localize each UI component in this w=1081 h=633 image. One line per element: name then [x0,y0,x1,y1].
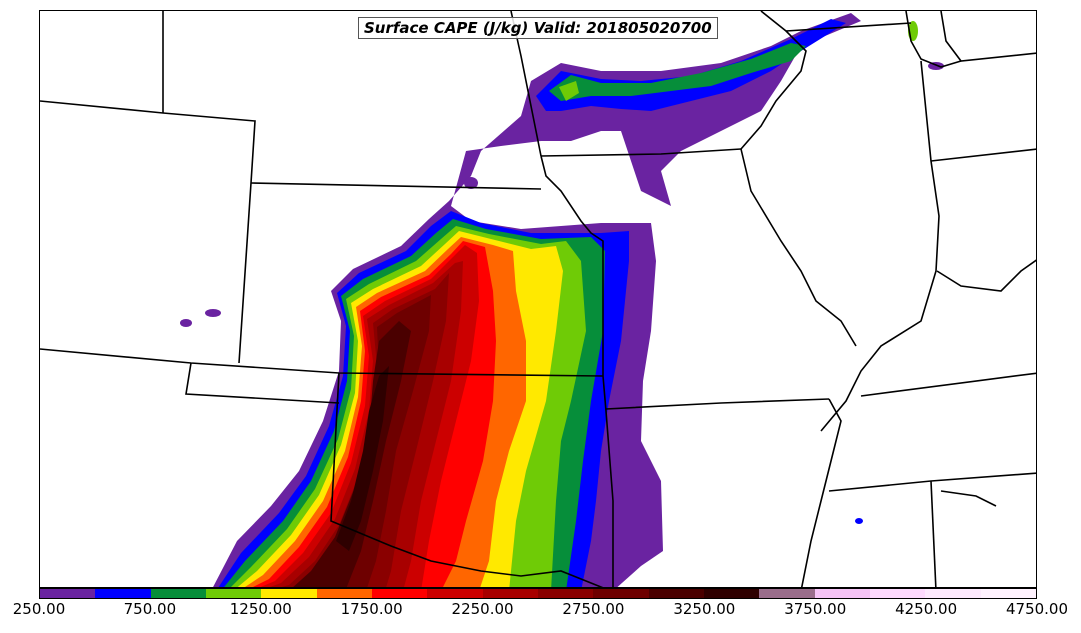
state-line [820,60,940,432]
state-line [930,148,1036,162]
colorbar-segment [925,589,981,598]
colorbar-tick-labels: 250.00 750.00 1250.00 1750.00 2250.00 2750.00… [0,600,1081,624]
colorbar-tick-label: 750.00 [123,600,177,618]
colorbar-segment [427,589,483,598]
cape-patch [855,518,863,524]
colorbar-segment [593,589,649,598]
colorbar-segment [482,589,538,598]
cape-patch [464,177,478,189]
colorbar-segment [40,589,96,598]
cape-fill-layer [180,13,944,587]
colorbar-segment [703,589,760,598]
colorbar-segment [371,589,428,598]
colorbar-segment [261,589,317,598]
state-line [740,148,857,347]
state-line [940,490,997,507]
colorbar-tick-label: 3250.00 [673,600,736,618]
colorbar-tick-label: 2250.00 [451,600,514,618]
cape-north-lightgreen [559,81,579,101]
state-line [540,155,604,376]
colorbar-segment [537,589,594,598]
cape-contour-3250 [336,366,389,551]
state-line [785,22,912,32]
state-line [330,372,604,587]
state-line [860,372,1036,397]
state-line [40,348,604,377]
colorbar-segment [150,589,206,598]
colorbar-tick-label: 2750.00 [562,600,625,618]
colorbar-segment [980,589,1036,598]
colorbar-segment [759,589,815,598]
colorbar-segment [869,589,926,598]
state-line [250,182,542,190]
cape-north-green [549,43,806,101]
state-line [605,398,830,410]
state-line [540,148,742,157]
cape-patch [205,309,221,317]
colorbar-tick-label: 4750.00 [1005,600,1069,618]
state-line [936,259,1036,292]
colorbar [39,588,1037,599]
map-panel: Surface CAPE (J/kg) Valid: 201805020700 [39,10,1037,588]
colorbar-segment [814,589,870,598]
colorbar-tick-label: 250.00 [12,600,66,618]
state-line [185,362,340,404]
state-line [602,375,614,587]
colorbar-segment [316,589,372,598]
state-line [828,472,1036,492]
state-line [40,100,256,364]
colorbar-segment [648,589,704,598]
colorbar-segment [95,589,151,598]
state-line [930,480,937,587]
cape-patch [180,319,192,327]
state-line [940,11,1036,62]
colorbar-tick-label: 1750.00 [340,600,403,618]
colorbar-segment [205,589,262,598]
state-line [800,398,842,587]
cape-map [40,11,1036,587]
lake-michigan [905,11,962,68]
map-title: Surface CAPE (J/kg) Valid: 201805020700 [358,17,718,39]
colorbar-tick-label: 3750.00 [784,600,847,618]
colorbar-tick-label: 4250.00 [895,600,958,618]
colorbar-tick-label: 1250.00 [229,600,292,618]
